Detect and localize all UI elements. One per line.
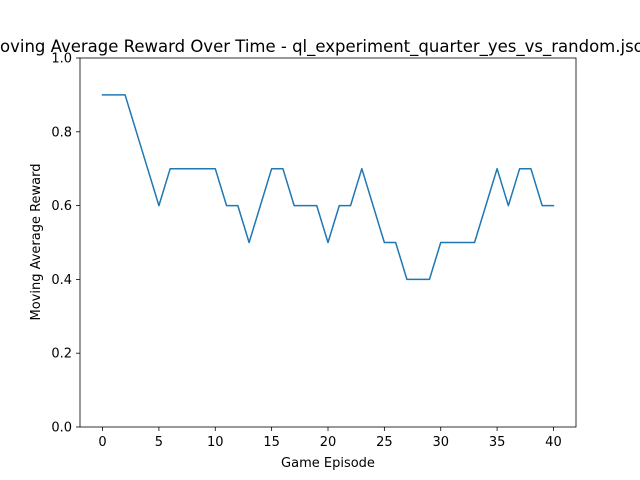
series-line-0 [101,94,555,281]
x-tick-label: 15 [263,435,280,450]
y-tick-label: 0.2 [51,347,72,362]
plot-area: 0 5 10 15 20 25 30 35 40 0.0 0.2 0.4 0.6 0.8 1.0 [51,52,577,450]
y-tick-label: 1.0 [51,52,72,67]
x-tick-label: 30 [432,435,449,450]
x-axis-label: Game Episode [281,456,375,471]
y-tick-label: 0.4 [51,273,72,288]
chart-title: Moving Average Reward Over Time - ql_exp… [0,37,640,57]
x-tick-label: 5 [155,435,163,450]
y-tick-label: 0.0 [51,421,72,436]
y-axis-label: Moving Average Reward [29,163,44,320]
x-tick-label: 0 [98,435,106,450]
y-tick-label: 0.8 [51,125,72,140]
x-tick-label: 20 [320,435,337,450]
y-tick-label: 0.6 [51,199,72,214]
x-tick-label: 25 [376,435,393,450]
x-tick-label: 35 [489,435,506,450]
x-tick-label: 40 [545,435,562,450]
x-tick-label: 10 [207,435,224,450]
